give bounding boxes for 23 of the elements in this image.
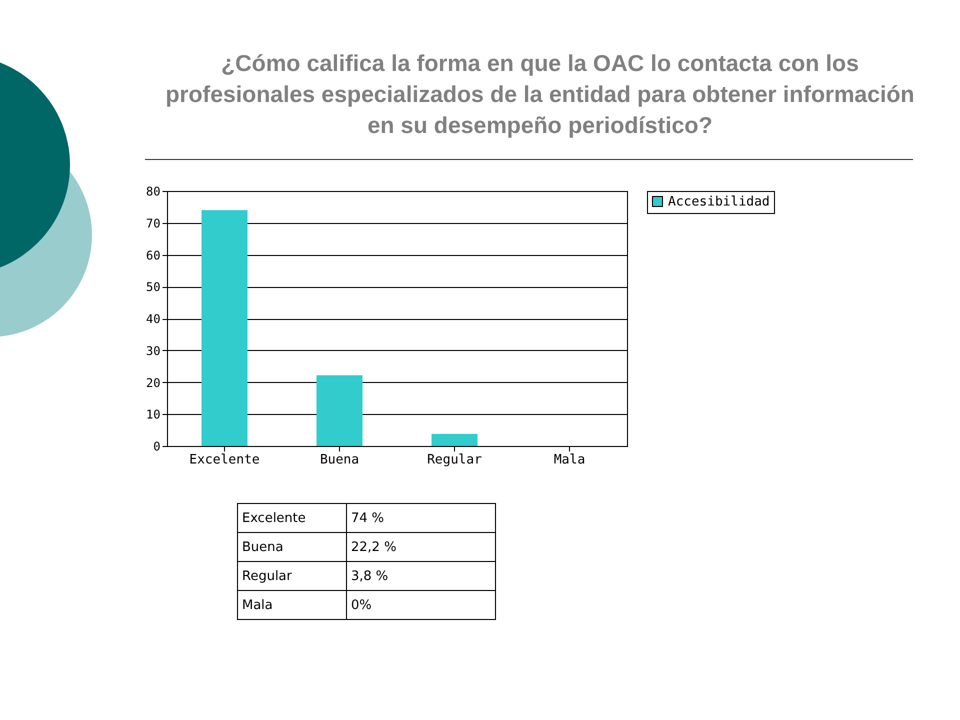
y-tick-label: 30 (146, 344, 160, 358)
text: 0% (346, 590, 496, 620)
x-tick-label: Regular (427, 452, 482, 468)
chart-title: ¿Cómo califica la forma en que la OAC lo contacta con los profesionales especializados de la entidad para obtener información en su desempeño periodístico? (165, 49, 915, 140)
y-tick-label: 50 (146, 280, 160, 294)
text: 22,2 % (346, 532, 496, 562)
category-label: Excelente (242, 510, 306, 526)
x-tick-label: Buena (320, 452, 360, 468)
y-tick-label: 70 (146, 216, 160, 230)
category-label: Buena (242, 540, 284, 554)
category-label: Mala (242, 598, 273, 612)
y-tick-label: 60 (146, 248, 160, 262)
legend-label: Accesibilidad (668, 194, 770, 210)
x-tick-label: Excelente (189, 452, 260, 468)
y-tick-label: 0 (153, 440, 160, 454)
text: 3,8 % (346, 562, 496, 590)
category-label: Regular (242, 568, 292, 584)
text: 74 % (346, 504, 496, 532)
y-tick-label: 10 (146, 408, 160, 422)
y-tick-label: 80 (146, 184, 160, 198)
y-tick-label: 40 (146, 312, 160, 326)
y-tick-label: 20 (146, 376, 160, 390)
x-tick-label: Mala (554, 452, 586, 468)
